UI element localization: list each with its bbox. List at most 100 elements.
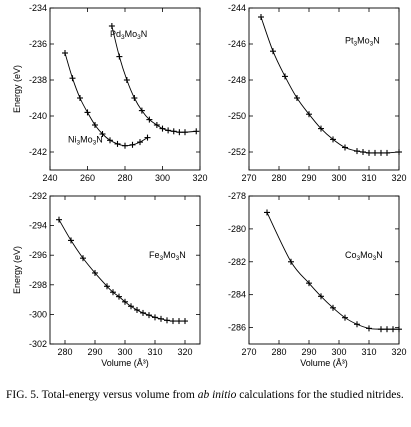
data-point-marker	[165, 127, 172, 134]
data-point-marker	[92, 122, 98, 128]
data-point-marker	[164, 317, 170, 324]
data-point-marker	[282, 73, 288, 80]
plot-frame	[248, 195, 400, 345]
data-point-marker	[153, 122, 160, 128]
chart-panel-top-left: 240 260 280 300 320 -234 -236 -238 -240 -242 Energ…	[12, 3, 208, 183]
data-point-marker	[384, 149, 390, 156]
label-subscript: 3	[176, 255, 180, 262]
data-point-marker	[138, 107, 145, 114]
label-text: Pt	[345, 36, 354, 46]
x-tick-label: 300	[331, 173, 346, 183]
data-point-marker	[306, 111, 312, 118]
chart-panel-top-right: 270 280 290 300 310 320 -244 -246 -248 -250 -252 Pt…	[228, 3, 407, 183]
x-tick-label: 270	[241, 173, 256, 183]
data-point-marker	[56, 216, 62, 223]
data-point-marker	[354, 321, 360, 328]
label-text: N	[179, 250, 186, 260]
data-point-marker	[182, 129, 188, 136]
data-point-marker	[170, 318, 176, 325]
chart-panel-bottom-right: 270 280 290 300 310 320 -278 -280 -282 -284 -286 Vo…	[228, 191, 407, 368]
x-tick-label: 280	[271, 173, 286, 183]
data-point-marker	[396, 149, 402, 155]
data-point-marker	[62, 50, 68, 56]
series-line-Co3Mo3N	[266, 212, 399, 330]
data-point-marker	[128, 303, 134, 310]
label-subscript: 3	[373, 255, 377, 262]
data-point-marker	[306, 280, 312, 287]
data-point-marker	[390, 326, 396, 333]
data-point-marker	[77, 95, 83, 101]
x-tick-label: 290	[87, 347, 102, 357]
label-text: Mo	[357, 36, 370, 46]
y-tick-label: -234	[29, 3, 47, 13]
x-tick-label: 300	[117, 347, 132, 357]
label-text: Co	[345, 250, 357, 260]
data-point-marker	[366, 325, 372, 332]
label-text: Fe	[149, 250, 160, 260]
y-tick-label: -248	[228, 75, 246, 85]
y-tick-label: -300	[29, 309, 47, 319]
x-tick-label: 280	[117, 173, 132, 183]
figure-caption: FIG. 5. Total-energy versus volume from …	[6, 388, 406, 403]
label-subscript: 3	[137, 34, 141, 41]
x-tick-label: 300	[331, 347, 346, 357]
label-text: Mo	[80, 134, 93, 144]
data-point-marker	[80, 255, 86, 262]
x-tick-label: 300	[155, 173, 170, 183]
data-point-marker	[288, 258, 294, 265]
data-point-marker	[134, 306, 140, 313]
data-point-marker	[270, 48, 276, 55]
y-tick-label: -282	[228, 257, 246, 267]
data-point-marker	[116, 53, 123, 60]
y-axis-label: Energy (eV)	[12, 246, 22, 294]
series-label-Co3Mo3N: Co3Mo3N	[345, 250, 383, 262]
label-text: N	[96, 134, 103, 144]
label-subscript: 3	[93, 139, 97, 146]
data-point-marker	[193, 128, 200, 135]
x-tick-label: 240	[42, 173, 57, 183]
label-subscript: 3	[77, 139, 81, 146]
data-point-marker	[144, 134, 151, 141]
x-tick-label: 290	[301, 173, 316, 183]
data-point-marker	[354, 148, 360, 155]
data-point-marker	[146, 116, 153, 123]
x-tick-label: 320	[192, 173, 207, 183]
data-point-marker	[140, 309, 146, 316]
data-point-marker	[158, 315, 164, 322]
data-point-marker	[104, 283, 110, 290]
y-tick-label: -284	[228, 290, 246, 300]
data-point-marker	[152, 314, 158, 321]
data-point-marker	[131, 95, 138, 101]
caption-emphasis: ab initio	[197, 389, 237, 401]
y-tick-label: -238	[29, 75, 47, 85]
data-point-marker	[384, 326, 390, 333]
data-point-marker	[378, 326, 384, 333]
y-tick-label: -278	[228, 191, 246, 201]
data-point-marker	[110, 289, 116, 296]
x-tick-label: 260	[80, 173, 95, 183]
x-axis-label: Volume (Å³)	[300, 358, 348, 368]
caption-lead: FIG. 5. Total-energy versus volume from	[6, 389, 198, 401]
label-text: Pd	[110, 29, 121, 39]
plot-frame	[248, 7, 400, 171]
data-point-marker	[176, 318, 182, 325]
y-tick-label: -294	[29, 221, 47, 231]
y-axis-label: Energy (eV)	[12, 65, 22, 113]
series-label-Ni3Mo3N: Ni3Mo3N	[68, 134, 103, 146]
label-subscript: 3	[160, 255, 164, 262]
data-point-marker	[330, 136, 336, 143]
y-tick-label: -244	[228, 3, 246, 13]
series-line-Fe3Mo3N	[58, 219, 185, 322]
label-subscript: 3	[121, 34, 125, 41]
data-point-marker	[264, 209, 270, 216]
data-point-marker	[294, 95, 300, 101]
data-point-marker	[84, 109, 91, 116]
y-tick-label: -280	[228, 224, 246, 234]
x-tick-label: 320	[391, 173, 406, 183]
x-tick-label: 290	[301, 347, 316, 357]
y-tick-label: -296	[29, 250, 47, 260]
x-tick-label: 310	[361, 347, 376, 357]
label-subscript: 3	[357, 255, 361, 262]
data-point-marker	[122, 142, 128, 149]
data-point-marker	[396, 326, 402, 333]
